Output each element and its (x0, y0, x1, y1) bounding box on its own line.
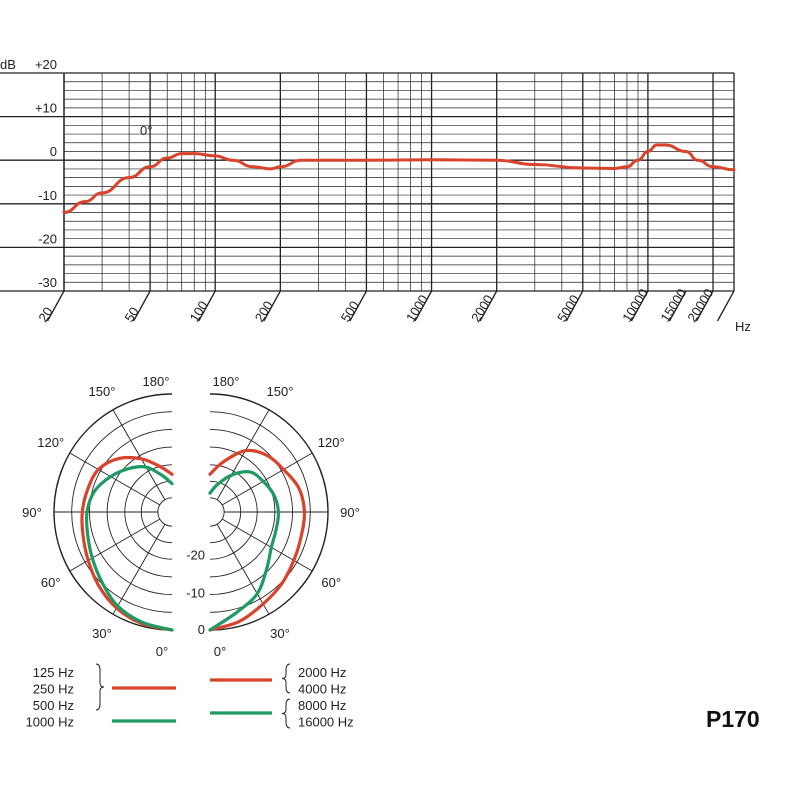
x-tick-label: 2000 (468, 292, 496, 324)
legend-frequency-label: 1000 Hz (26, 715, 74, 730)
polar-angle-label: 90° (340, 505, 360, 520)
y-tick-label: +10 (35, 101, 57, 116)
polar-angle-label: 0° (214, 644, 226, 659)
polar-pattern-curve (84, 464, 174, 632)
polar-grid-right: 0° 30° 60° 90° 120° 150° 180° (209, 374, 360, 659)
x-tick-label: 20000 (684, 286, 716, 325)
polar-db-label: -10 (186, 585, 205, 600)
x-tick-mark (349, 290, 368, 322)
polar-spoke (222, 518, 313, 572)
polar-ring (157, 497, 173, 527)
x-tick-label: 200 (252, 298, 276, 324)
y-tick-label: -30 (38, 275, 57, 290)
polar-pattern-curve (208, 470, 281, 632)
legend-frequency-label: 4000 Hz (298, 682, 346, 697)
polar-db-label: -20 (186, 548, 205, 563)
legend-frequency-label: 16000 Hz (298, 715, 354, 730)
legend-brace (281, 663, 291, 694)
x-tick-label: 1000 (403, 292, 431, 324)
frequency-response-chart: 20 50 100 200 500 1000 2000 5000 10000 1500020000… (0, 57, 751, 334)
polar-angle-label: 90° (22, 505, 42, 520)
polar-pattern-chart: 0° 30° 60° 90° 120° 150° 180° 0° 30° 60° 90° 120° 15… (22, 374, 360, 659)
y-tick-label: +20 (35, 57, 57, 72)
x-tick-label: 10000 (619, 286, 651, 325)
x-tick-label: 5000 (554, 292, 582, 324)
x-tick-mark (133, 290, 151, 322)
polar-angle-label: 30° (92, 626, 112, 641)
legend-brace (281, 698, 291, 729)
polar-grid-left: 0° 30° 60° 90° 120° 150° 180° (22, 374, 173, 659)
x-tick-mark (263, 290, 281, 322)
polar-angle-label: 60° (41, 575, 61, 590)
x-tick-mark (565, 290, 584, 322)
polar-angle-label: 120° (318, 435, 345, 450)
polar-pattern-curve (80, 455, 174, 632)
y-tick-label: -10 (38, 188, 57, 203)
model-name: P170 (706, 706, 760, 732)
x-tick-label: 100 (187, 298, 211, 324)
x-tick-mark (414, 290, 433, 322)
polar-angle-label: 30° (270, 626, 290, 641)
polar-angle-label: 180° (143, 374, 170, 389)
x-tick-label: 500 (338, 298, 362, 324)
x-tick-mark (479, 290, 498, 322)
x-axis-unit: Hz (735, 319, 751, 334)
polar-spoke (69, 452, 160, 506)
legend-frequency-label: 250 Hz (33, 682, 74, 697)
curve-annotation: 0° (140, 123, 152, 138)
legend-frequency-label: 500 Hz (33, 698, 74, 713)
x-tick-label: 50 (121, 304, 141, 324)
polar-spoke (69, 518, 160, 572)
polar-spoke (222, 452, 313, 506)
polar-db-label: 0 (198, 622, 205, 637)
x-tick-label: 15000 (657, 286, 689, 325)
x-tick-mark (198, 290, 216, 322)
y-tick-label: 0 (50, 144, 57, 159)
polar-angle-label: 0° (156, 644, 168, 659)
polar-angle-label: 150° (89, 384, 116, 399)
polar-spoke (216, 524, 270, 615)
x-tick-mark (716, 290, 735, 322)
x-tick-mark (630, 290, 649, 322)
x-tick-mark (668, 290, 687, 322)
x-tick-label: 20 (35, 304, 55, 324)
frequency-response-line (62, 143, 736, 215)
polar-spoke (216, 409, 270, 500)
polar-spoke (112, 524, 166, 615)
x-tick-mark (695, 290, 714, 322)
polar-angle-label: 120° (37, 435, 64, 450)
polar-angle-label: 60° (321, 575, 341, 590)
polar-spoke (112, 409, 166, 500)
legend-frequency-label: 2000 Hz (298, 665, 346, 680)
x-tick-mark (46, 290, 65, 322)
legend-brace (95, 663, 105, 711)
legend-frequency-label: 8000 Hz (298, 698, 346, 713)
polar-angle-label: 180° (213, 374, 240, 389)
y-tick-label: -20 (38, 231, 57, 246)
legend-frequency-label: 125 Hz (33, 665, 74, 680)
polar-angle-label: 150° (267, 384, 294, 399)
y-axis-unit: dB (0, 57, 16, 72)
polar-ring (209, 497, 225, 527)
polar-pattern-curve (208, 448, 307, 632)
